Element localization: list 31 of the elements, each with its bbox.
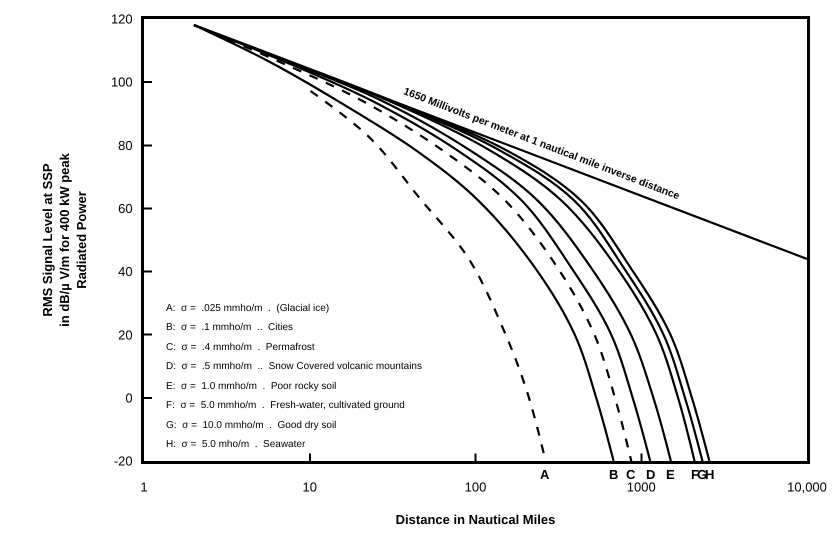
- y-tick-label: 100: [110, 74, 133, 90]
- annotation: H: σ = 5.0 mho/m . Seawater: [166, 439, 306, 450]
- annotation: G: σ = 10.0 mmho/m . Good dry soil: [166, 420, 336, 431]
- series-label: B: [609, 467, 618, 482]
- annotation: D: σ = .5 mmho/m .. Snow Covered volcanic mountains: [166, 361, 422, 372]
- y-tick-label: 40: [118, 264, 133, 280]
- series-label: F: [691, 467, 699, 482]
- x-tick-label: 1: [140, 479, 148, 494]
- y-tick-label: 80: [118, 138, 133, 153]
- y-tick-label: -20: [114, 454, 133, 469]
- annotation: F: σ = 5.0 mmho/m . Fresh-water, cultivated ground: [166, 400, 405, 411]
- x-tick-label: 1000: [626, 479, 656, 494]
- y-tick-label: 60: [118, 200, 133, 216]
- series-label: H: [705, 467, 714, 482]
- annotation: C: σ = .4 mmho/m . Permafrost: [166, 342, 315, 353]
- series-label: G: [697, 467, 708, 482]
- x-tick-label: 10,000: [787, 479, 827, 494]
- series-label: E: [666, 467, 675, 482]
- y-tick-label: 120: [110, 12, 133, 27]
- annotation: B: σ = .1 mmho/m .. Cities: [166, 322, 294, 333]
- y-axis-title: RMS Signal Level at SSP in dB/µ V/m for 400 kW peak Radiated Power: [40, 152, 89, 327]
- y-tick-label: 20: [118, 327, 133, 342]
- y-tick-label: 0: [125, 390, 133, 406]
- x-tick-label: 100: [464, 479, 486, 494]
- series-label: C: [626, 467, 636, 482]
- annotation: E: σ = 1.0 mmho/m . Poor rocky soil: [166, 381, 336, 392]
- series-label: D: [646, 467, 656, 482]
- x-tick-label: 10: [302, 479, 317, 494]
- x-axis-title: Distance in Nautical Miles: [396, 512, 556, 527]
- series-label: A: [540, 467, 550, 482]
- annotation: A: σ = .025 mmho/m . (Glacial ice): [166, 303, 330, 314]
